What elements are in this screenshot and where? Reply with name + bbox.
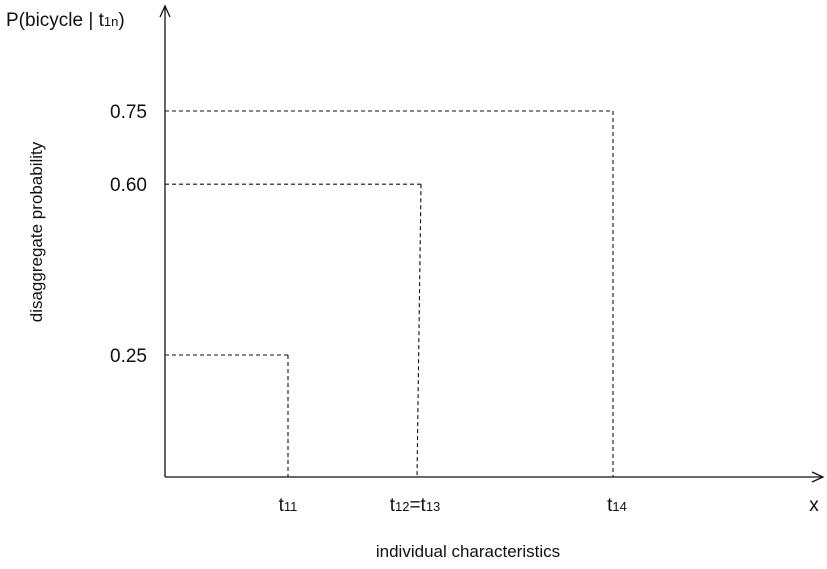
y-tick-label: 0.25 bbox=[110, 346, 147, 367]
y-axis-arrow bbox=[159, 4, 171, 18]
x-axis-arrow bbox=[811, 471, 825, 483]
x-axis-end-label: x bbox=[809, 495, 819, 516]
guide-vertical bbox=[416, 184, 422, 478]
x-tick-label-t14: t14 bbox=[607, 495, 627, 516]
x-tick-label-t11: t11 bbox=[279, 495, 298, 516]
y-tick-label: 0.75 bbox=[110, 102, 147, 123]
x-tick-label-t12-t13: t12=t13 bbox=[390, 495, 441, 516]
y-tick-label: 0.60 bbox=[110, 175, 147, 196]
guide-lines bbox=[165, 110, 614, 478]
y-axis-title: disaggregate probability bbox=[27, 141, 46, 322]
y-tick-labels: 0.25 0.60 0.75 bbox=[110, 102, 147, 367]
x-axis-title: individual characteristics bbox=[376, 542, 560, 561]
y-axis-top-label: P(bicycle | t1n) bbox=[6, 10, 125, 31]
